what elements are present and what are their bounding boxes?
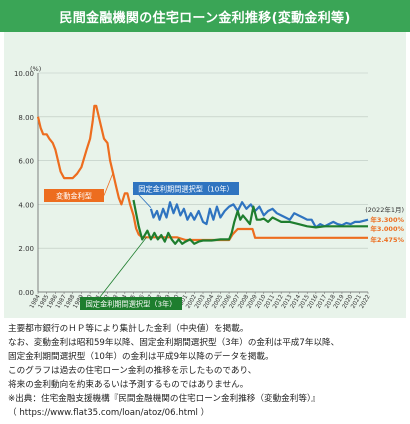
y-tick-label: 0.00 [18, 289, 34, 297]
footnote-line: 固定金利期間選択型（10年）の金利は平成9年以降のデータを掲載。 [8, 352, 274, 362]
footnote-line: 将来の金利動向を約束あるいは予測するものではありません。 [8, 380, 249, 390]
y-unit-label: (%) [30, 65, 41, 73]
footnote-line: （ https://www.flat35.com/loan/atoz/06.ht… [8, 408, 210, 418]
label-box [44, 189, 104, 202]
y-tick-label: 4.00 [18, 201, 34, 209]
label-leader [103, 173, 114, 196]
y-tick-label: 2.00 [18, 245, 34, 253]
footnote-line: 主要都市銀行のＨＰ等により集計した金利（中央値）を掲載。 [8, 324, 249, 334]
page-title: 民間金融機関の住宅ローン金利推移(変動金利等) [0, 0, 410, 32]
end-value-10y: 年3.300% [370, 215, 404, 224]
page-title-text: 民間金融機関の住宅ローン金利推移(変動金利等) [59, 10, 351, 26]
footnotes: 主要都市銀行のＨＰ等により集計した金利（中央値）を掲載。 なお、変動金利は昭和5… [8, 322, 406, 420]
series-label: 固定金利期間選択型（10年） [138, 184, 233, 193]
series-line-1 [149, 201, 369, 229]
label-leader [99, 237, 147, 298]
y-tick-label: 10.00 [14, 70, 34, 78]
series-lines [36, 104, 369, 245]
end-date-label: (2022年1月) [365, 205, 404, 214]
end-value-3y: 年3.000% [370, 224, 404, 233]
y-tick-label: 8.00 [18, 114, 34, 122]
series-line-0 [36, 104, 368, 242]
series-line-2 [132, 199, 368, 245]
label-box [80, 297, 182, 310]
y-tick-label: 6.00 [18, 158, 34, 166]
end-value-variable: 年2.475% [370, 235, 404, 244]
footnote-line: ※出典：住宅金融支援機構『民間金融機関の住宅ローン金利推移（変動金利等）』 [8, 394, 320, 404]
chart-panel [4, 32, 406, 318]
series-label: 固定金利期間選択型（3年） [86, 299, 177, 308]
footnote-line: このグラフは過去の住宅ローン金利の推移を示したものであり、 [8, 366, 257, 376]
series-labels: 変動金利型 固定金利期間選択型（10年） 固定金利期間選択型（3年） (2022年1月… [44, 173, 404, 310]
footnote-line: なお、変動金利は昭和59年以降、固定金利期間選択型（3年）の金利は平成7年以降、 [8, 338, 340, 348]
y-axis: 0.00 2.00 4.00 6.00 8.00 10.00(%) [14, 65, 41, 297]
label-box [133, 182, 239, 195]
series-label: 変動金利型 [56, 191, 92, 200]
